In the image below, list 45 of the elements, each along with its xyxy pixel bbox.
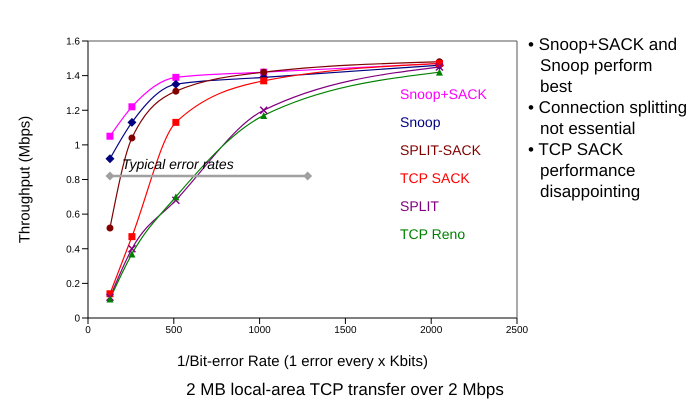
x-tick-label: 1000 <box>248 325 272 336</box>
text: Snoop <box>400 113 442 132</box>
point <box>128 103 136 110</box>
text: • Snoop+SACK and Snoop perform best <box>528 34 678 97</box>
y-tick-label: 1.2 <box>66 106 80 117</box>
point <box>260 112 268 119</box>
point <box>128 233 136 240</box>
point <box>172 193 180 200</box>
y-tick-label: 0.8 <box>66 175 80 186</box>
x-tick-label: 500 <box>165 325 183 336</box>
point <box>172 74 180 81</box>
y-tick-label: 0.6 <box>66 210 80 221</box>
point <box>128 250 136 258</box>
y-tick-label: 1.6 <box>66 36 80 48</box>
point <box>172 88 180 95</box>
text: • Connection splitting not essential <box>528 97 688 139</box>
y-tick-label: 0.4 <box>66 244 80 256</box>
point <box>127 118 136 127</box>
text: TCP SACK <box>400 169 471 188</box>
text: • TCP SACK performance disappointing <box>528 139 642 202</box>
y-axis-title: Throughput (Mbps) <box>16 116 34 244</box>
point <box>172 118 180 126</box>
text: SPLIT-SACK <box>400 141 482 160</box>
x-tick-label: 2000 <box>420 325 443 336</box>
point <box>303 172 312 181</box>
x-tick-label: 0 <box>85 325 92 336</box>
x-tick-label: 1500 <box>334 325 357 336</box>
point <box>171 80 180 89</box>
y-tick-label: 0.2 <box>66 278 80 290</box>
point <box>106 132 114 140</box>
x-axis-title: 1/Bit-error Rate (1 error every x Kbits) <box>177 353 428 370</box>
x-tick-label: 2500 <box>506 325 529 336</box>
text: SPLIT <box>400 197 440 216</box>
y-tick-label: 0 <box>74 314 80 325</box>
point <box>105 172 114 181</box>
series-label: Snoop+SACK <box>400 85 487 104</box>
point <box>436 68 443 76</box>
point <box>106 224 114 232</box>
point <box>105 154 114 164</box>
y-tick-label: 1.4 <box>66 71 80 82</box>
point <box>260 77 268 84</box>
text: 2 MB local-area TCP transfer over 2 Mbps <box>185 380 505 400</box>
text: TCP Reno <box>400 225 466 244</box>
point <box>128 134 136 142</box>
y-tick-label: 1 <box>74 140 80 152</box>
